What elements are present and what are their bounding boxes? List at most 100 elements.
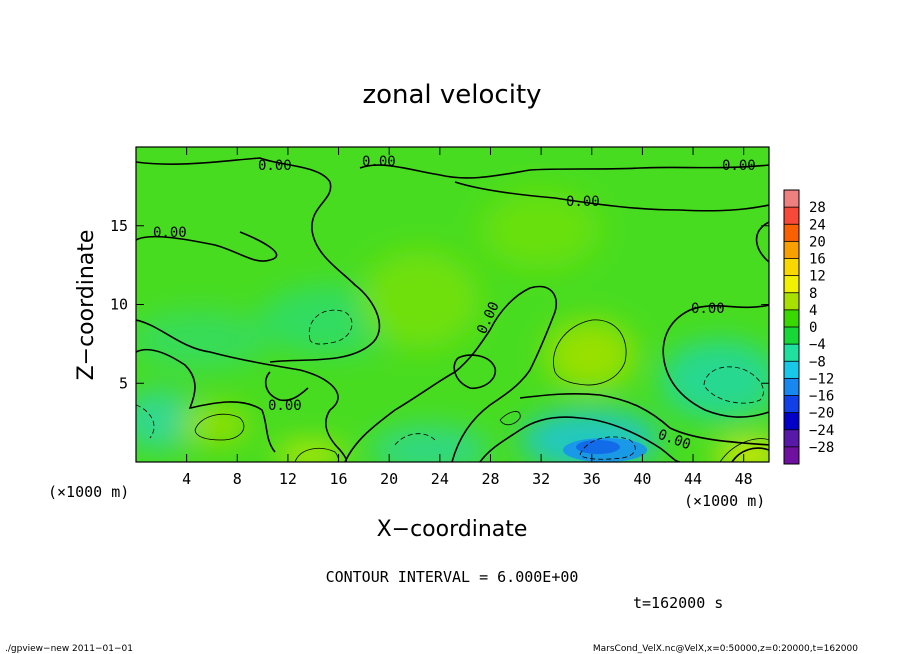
field-blob	[370, 425, 490, 462]
colorbar-label: −24	[809, 423, 834, 439]
x-tick-label: 20	[380, 470, 398, 488]
colorbar-swatch	[784, 309, 799, 328]
contour-line	[359, 164, 769, 179]
colorbar-swatch	[784, 446, 799, 465]
contour-line	[719, 438, 769, 462]
field-blob	[136, 310, 270, 370]
contour-line	[394, 433, 436, 446]
contour-line	[136, 157, 381, 363]
colorbar-label: 8	[809, 286, 817, 302]
contour-line	[453, 354, 497, 390]
x-tick-label: 44	[684, 470, 702, 488]
x-tick-label: 48	[735, 470, 753, 488]
colorbar-swatch	[784, 241, 799, 259]
contour-line	[344, 285, 557, 462]
colorbar-label: −16	[809, 389, 834, 405]
y-tick-label: 5	[119, 374, 128, 392]
contour-lines-negative	[136, 309, 764, 460]
contour-label: 0.00	[268, 398, 302, 414]
colorbar-swatch	[784, 344, 799, 362]
contour-line	[519, 392, 769, 446]
colorbar-swatch	[784, 361, 799, 379]
field-core	[576, 440, 620, 454]
colorbar-label: 4	[809, 303, 817, 319]
colorbar-swatch	[784, 395, 799, 414]
x-axis-unit-left: (×1000 m)	[48, 483, 129, 501]
footer-right: MarsCond_VelX.nc@VelX,x=0:50000,z=0:2000…	[593, 644, 858, 654]
x-axis-label: X−coordinate	[377, 517, 528, 542]
contour-line	[454, 181, 769, 212]
x-tick-label: 32	[532, 470, 550, 488]
contour-label: 0.00	[258, 158, 292, 174]
colorbar-label: 16	[809, 252, 826, 268]
time-label: t=162000 s	[633, 594, 723, 612]
contour-line	[553, 319, 627, 386]
y-axis-label: Z−coordinate	[74, 230, 99, 381]
contour-line	[479, 416, 681, 462]
colorbar-swatch	[784, 327, 799, 345]
x-tick-label: 24	[431, 470, 449, 488]
x-tick-label: 40	[633, 470, 651, 488]
field-blob	[480, 190, 600, 270]
y-axis: 5 10 15	[110, 217, 769, 392]
contour-line	[136, 348, 276, 453]
y-tick-label: 15	[110, 217, 128, 235]
field-blob	[275, 443, 345, 462]
field-blob	[180, 405, 250, 445]
colorbar-swatch	[784, 292, 799, 311]
contour-label: 0.00	[153, 225, 187, 241]
colorbar-label: 28	[809, 200, 826, 216]
colorbar-swatch	[784, 429, 799, 448]
colorbar-label: −4	[809, 337, 826, 353]
x-tick-label: 12	[279, 470, 297, 488]
colorbar-label: −8	[809, 354, 826, 370]
field-blob	[660, 340, 769, 420]
contour-line	[755, 221, 769, 263]
colorbar-swatch	[784, 378, 799, 396]
contour-line	[264, 371, 309, 402]
colorbar-swatch	[784, 412, 799, 431]
contour-line	[703, 366, 764, 404]
contour-label: 0.00	[691, 301, 725, 317]
contour-label: 0.00	[566, 194, 600, 210]
contour-line	[136, 319, 348, 462]
contour-interval: CONTOUR INTERVAL = 6.000E+00	[326, 568, 579, 586]
field-blob	[360, 250, 480, 350]
contour-line	[136, 404, 155, 439]
contour-line	[194, 413, 245, 441]
contour-line	[499, 411, 521, 426]
chart-title: zonal velocity	[362, 80, 541, 110]
x-tick-label: 28	[481, 470, 499, 488]
x-axis: 4 8 12 16 20 24 28 32 36 40 44 48	[182, 147, 753, 488]
field-blob	[136, 390, 200, 450]
x-axis-unit-right: (×1000 m)	[684, 492, 765, 510]
colorbar-label: −20	[809, 406, 834, 422]
y-tick-label: 10	[110, 296, 128, 314]
footer-left: ./gpview−new 2011−01−01	[5, 644, 133, 654]
x-tick-label: 8	[233, 470, 242, 488]
colorbar-swatch	[784, 258, 799, 277]
contour-lines	[136, 157, 769, 462]
contour-label: 0.00	[362, 154, 396, 170]
contour-lines-thin	[194, 319, 769, 462]
contour-line	[136, 231, 278, 262]
contour-line	[662, 304, 769, 418]
colorbar-label: 24	[809, 217, 826, 233]
colorbar-swatch	[784, 207, 799, 225]
colorbar-label: 12	[809, 269, 826, 285]
x-tick-label: 16	[330, 470, 348, 488]
contour-line	[308, 309, 353, 345]
colorbar-label: −28	[809, 440, 834, 456]
colorbar-swatch	[784, 224, 799, 242]
colorbar-swatch	[784, 275, 799, 294]
field-blob	[545, 320, 635, 390]
colorbar-label: 0	[809, 320, 817, 336]
colorbar-label: 20	[809, 234, 826, 250]
colorbar-label: −12	[809, 371, 834, 387]
contour-line	[579, 436, 636, 460]
contour-label: 0.00	[722, 158, 756, 174]
colorbar-swatch	[784, 190, 799, 208]
x-tick-label: 4	[182, 470, 191, 488]
